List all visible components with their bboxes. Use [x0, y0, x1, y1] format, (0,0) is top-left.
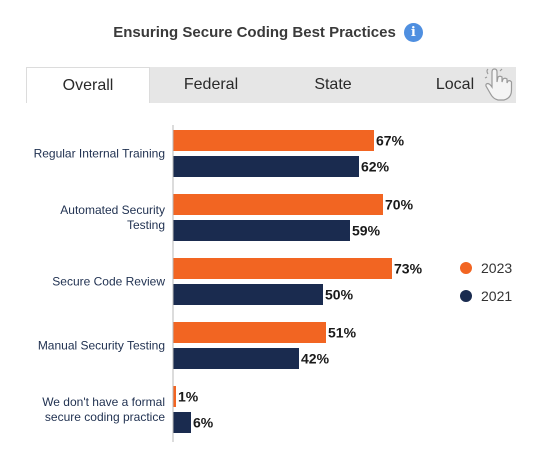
tab-state-label: State	[314, 76, 352, 93]
chart-title: Ensuring Secure Coding Best Practices	[113, 23, 396, 41]
bar-2021-3	[173, 348, 299, 369]
bar-2021-2	[173, 284, 323, 305]
category-label-0-0: Regular Internal Training	[34, 147, 165, 161]
legend-label-2021: 2021	[481, 288, 512, 304]
category-label-4-1: secure coding practice	[45, 410, 165, 424]
bar-2023-2	[173, 258, 392, 279]
tab-local-label: Local	[435, 76, 475, 93]
data-label-2021-3: 42%	[301, 351, 330, 367]
legend-marker-2021	[460, 290, 472, 302]
chart-title-row: Ensuring Secure Coding Best Practices i	[0, 20, 536, 44]
tab-bar: Overall Federal State Local	[26, 67, 516, 103]
category-label-1-1: Testing	[127, 218, 165, 232]
bar-2023-4	[173, 386, 176, 407]
tab-federal-label: Federal	[183, 76, 239, 93]
data-label-2023-4: 1%	[178, 389, 199, 405]
data-label-2021-4: 6%	[193, 415, 214, 431]
info-icon[interactable]: i	[403, 22, 423, 42]
tab-state[interactable]: State	[272, 67, 394, 103]
category-label-1-0: Automated Security	[60, 203, 165, 217]
bar-2023-0	[173, 130, 374, 151]
category-label-4-0: We don't have a formal	[42, 395, 165, 409]
bar-2021-1	[173, 220, 350, 241]
tab-overall[interactable]: Overall	[26, 67, 150, 103]
legend-marker-2023	[460, 262, 472, 274]
tab-federal[interactable]: Federal	[150, 67, 272, 103]
data-label-2023-1: 70%	[385, 197, 414, 213]
category-label-2-0: Secure Code Review	[52, 275, 165, 289]
data-label-2021-0: 62%	[361, 159, 390, 175]
hand-pointer-icon	[484, 68, 513, 101]
tab-overall-label: Overall	[62, 76, 114, 94]
data-label-2021-2: 50%	[325, 287, 354, 303]
bar-2023-1	[173, 194, 383, 215]
legend-label-2023: 2023	[481, 260, 512, 276]
tab-local[interactable]: Local	[394, 67, 516, 103]
bar-2023-3	[173, 322, 326, 343]
data-label-2023-2: 73%	[394, 261, 423, 277]
category-label-3-0: Manual Security Testing	[38, 339, 165, 353]
data-label-2021-1: 59%	[352, 223, 381, 239]
bar-2021-0	[173, 156, 359, 177]
data-label-2023-3: 51%	[328, 325, 357, 341]
bar-2021-4	[173, 412, 191, 433]
data-label-2023-0: 67%	[376, 133, 405, 149]
